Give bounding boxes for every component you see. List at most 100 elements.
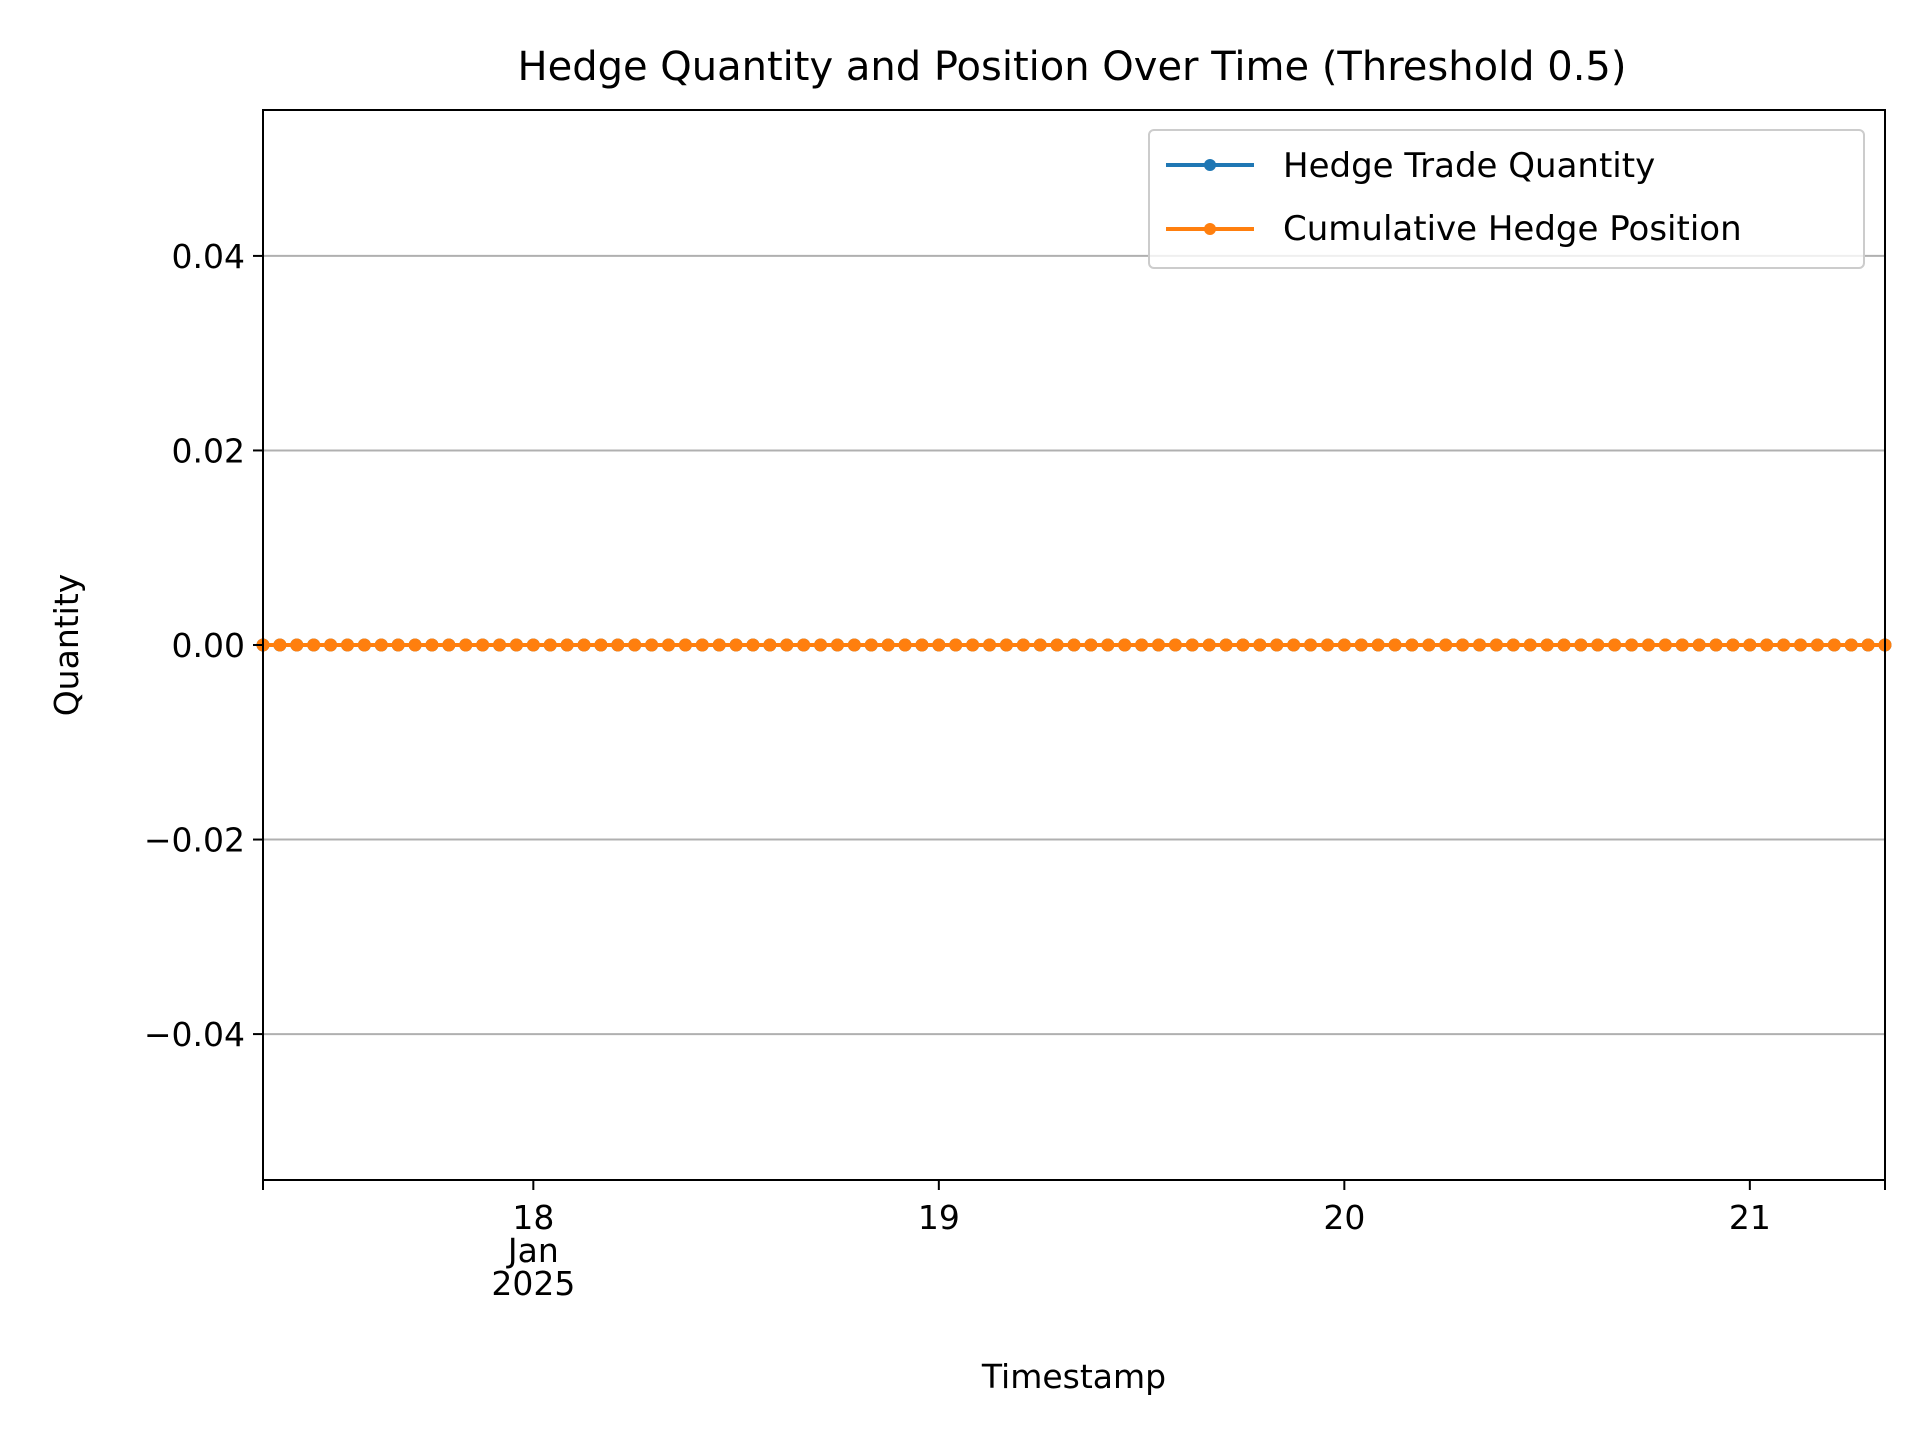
data-point-cumulative-hedge-position: [1844, 638, 1858, 652]
series-cumulative-hedge-position: [256, 638, 1892, 652]
data-point-cumulative-hedge-position: [1422, 638, 1436, 652]
legend-marker-cumulative-hedge-position: [1204, 223, 1216, 235]
data-point-cumulative-hedge-position: [408, 638, 422, 652]
data-point-cumulative-hedge-position: [1794, 638, 1808, 652]
series-layer: [256, 638, 1892, 652]
chart-title: Hedge Quantity and Position Over Time (T…: [518, 44, 1627, 90]
data-point-cumulative-hedge-position: [864, 638, 878, 652]
data-point-cumulative-hedge-position: [1557, 638, 1571, 652]
data-point-cumulative-hedge-position: [273, 638, 287, 652]
data-point-cumulative-hedge-position: [1168, 638, 1182, 652]
data-point-cumulative-hedge-position: [1574, 638, 1588, 652]
data-point-cumulative-hedge-position: [1540, 638, 1554, 652]
data-point-cumulative-hedge-position: [290, 638, 304, 652]
data-point-cumulative-hedge-position: [780, 638, 794, 652]
y-tick-label: −0.02: [144, 821, 245, 860]
data-point-cumulative-hedge-position: [1473, 638, 1486, 652]
data-point-cumulative-hedge-position: [307, 638, 321, 652]
y-tick-label: −0.04: [144, 1015, 245, 1054]
data-point-cumulative-hedge-position: [1236, 638, 1250, 652]
data-point-cumulative-hedge-position: [425, 638, 439, 652]
data-point-cumulative-hedge-position: [1287, 638, 1301, 652]
data-point-cumulative-hedge-position: [1067, 638, 1081, 652]
data-point-cumulative-hedge-position: [932, 638, 946, 652]
y-tick-label: 0.04: [172, 237, 245, 276]
data-point-cumulative-hedge-position: [1101, 638, 1115, 652]
data-point-cumulative-hedge-position: [459, 638, 473, 652]
data-point-cumulative-hedge-position: [1827, 638, 1841, 652]
data-point-cumulative-hedge-position: [628, 638, 642, 652]
data-point-cumulative-hedge-position: [560, 638, 574, 652]
data-point-cumulative-hedge-position: [1202, 638, 1216, 652]
data-point-cumulative-hedge-position: [1810, 638, 1824, 652]
data-point-cumulative-hedge-position: [1523, 638, 1537, 652]
y-tick-label: 0.02: [172, 431, 245, 470]
data-point-cumulative-hedge-position: [1388, 638, 1402, 652]
data-point-cumulative-hedge-position: [1658, 638, 1672, 652]
data-point-cumulative-hedge-position: [695, 638, 709, 652]
data-point-cumulative-hedge-position: [1320, 638, 1334, 652]
data-point-cumulative-hedge-position: [340, 638, 354, 652]
data-point-cumulative-hedge-position: [1506, 638, 1520, 652]
data-point-cumulative-hedge-position: [1270, 638, 1284, 652]
data-point-cumulative-hedge-position: [1084, 638, 1098, 652]
data-point-cumulative-hedge-position: [712, 638, 726, 652]
data-point-cumulative-hedge-position: [1016, 638, 1030, 652]
data-point-cumulative-hedge-position: [1253, 638, 1267, 652]
legend-label-hedge-trade-quantity: Hedge Trade Quantity: [1283, 146, 1655, 186]
data-point-cumulative-hedge-position: [662, 638, 675, 652]
data-point-cumulative-hedge-position: [915, 638, 929, 652]
data-point-cumulative-hedge-position: [881, 638, 895, 652]
data-point-cumulative-hedge-position: [949, 638, 963, 652]
data-point-cumulative-hedge-position: [999, 638, 1013, 652]
data-point-cumulative-hedge-position: [493, 638, 507, 652]
data-point-cumulative-hedge-position: [324, 638, 338, 652]
data-point-cumulative-hedge-position: [1219, 638, 1233, 652]
data-point-cumulative-hedge-position: [1456, 638, 1470, 652]
data-point-cumulative-hedge-position: [1151, 638, 1165, 652]
data-point-cumulative-hedge-position: [594, 638, 608, 652]
legend-box: [1148, 129, 1865, 269]
data-point-cumulative-hedge-position: [1692, 638, 1706, 652]
x-tick-label: 2025: [491, 1264, 575, 1303]
data-point-cumulative-hedge-position: [391, 638, 405, 652]
data-point-cumulative-hedge-position: [983, 638, 997, 652]
data-point-cumulative-hedge-position: [577, 638, 591, 652]
data-point-cumulative-hedge-position: [1726, 638, 1740, 652]
data-point-cumulative-hedge-position: [1337, 638, 1351, 652]
data-point-cumulative-hedge-position: [1135, 638, 1149, 652]
data-point-cumulative-hedge-position: [509, 638, 523, 652]
y-axis-label: Quantity: [47, 574, 86, 717]
data-point-cumulative-hedge-position: [1608, 638, 1622, 652]
data-point-cumulative-hedge-position: [1625, 638, 1639, 652]
data-point-cumulative-hedge-position: [1641, 638, 1655, 652]
x-tick-label: 18: [512, 1198, 554, 1237]
data-point-cumulative-hedge-position: [763, 638, 777, 652]
data-point-cumulative-hedge-position: [442, 638, 456, 652]
data-point-cumulative-hedge-position: [1354, 638, 1368, 652]
data-point-cumulative-hedge-position: [678, 638, 692, 652]
data-point-cumulative-hedge-position: [543, 638, 557, 652]
data-point-cumulative-hedge-position: [1439, 638, 1453, 652]
data-point-cumulative-hedge-position: [1185, 638, 1199, 652]
data-point-cumulative-hedge-position: [830, 638, 844, 652]
data-point-cumulative-hedge-position: [1050, 638, 1064, 652]
data-point-cumulative-hedge-position: [966, 638, 980, 652]
legend-label-cumulative-hedge-position: Cumulative Hedge Position: [1283, 209, 1742, 249]
data-point-cumulative-hedge-position: [1371, 638, 1385, 652]
data-point-cumulative-hedge-position: [1489, 638, 1503, 652]
data-point-cumulative-hedge-position: [814, 638, 828, 652]
legend-marker-hedge-trade-quantity: [1204, 159, 1216, 171]
data-point-cumulative-hedge-position: [1405, 638, 1419, 652]
data-point-cumulative-hedge-position: [611, 638, 625, 652]
data-point-cumulative-hedge-position: [729, 638, 743, 652]
data-point-cumulative-hedge-position: [357, 638, 371, 652]
data-point-cumulative-hedge-position: [847, 638, 861, 652]
x-tick-label: 20: [1323, 1198, 1365, 1237]
data-point-cumulative-hedge-position: [1304, 638, 1318, 652]
data-point-cumulative-hedge-position: [374, 638, 388, 652]
data-point-cumulative-hedge-position: [1777, 638, 1791, 652]
y-tick-label: 0.00: [172, 626, 245, 665]
